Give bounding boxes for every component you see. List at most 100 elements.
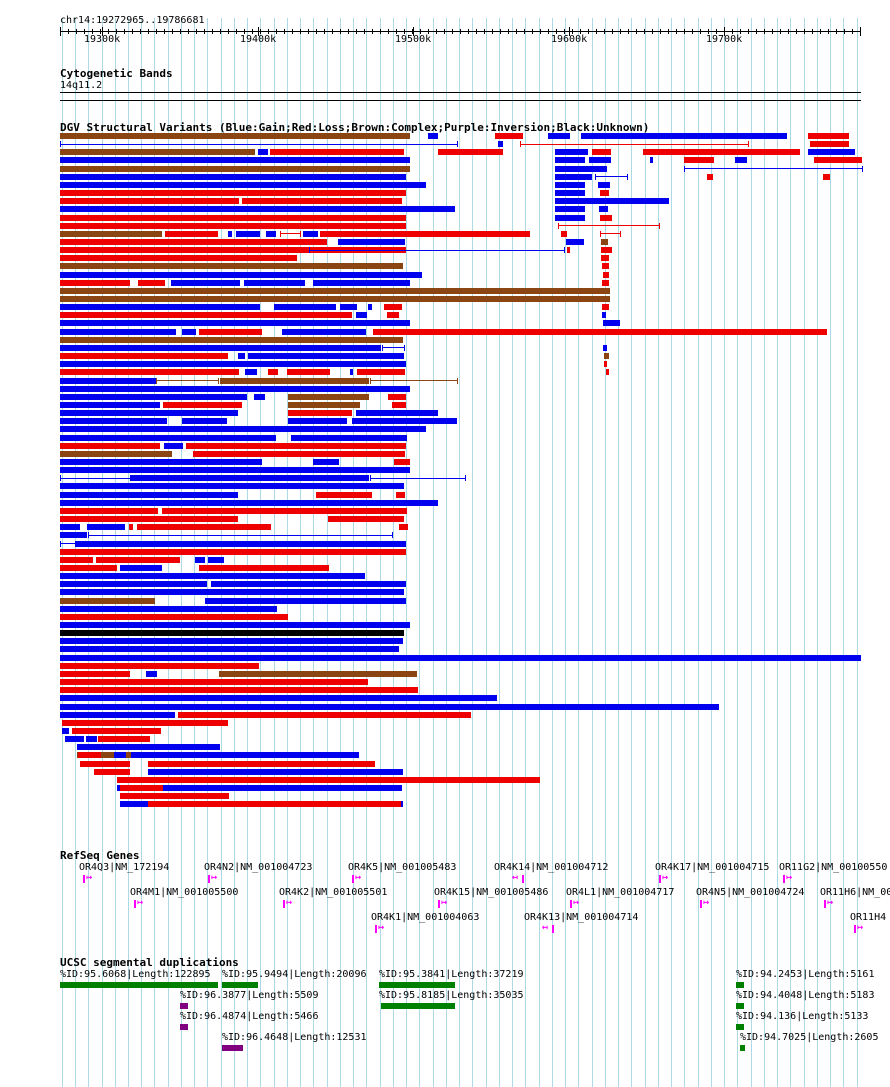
gene-label[interactable]: OR11G2|NM_00100550 [779,862,888,873]
dgv-variant[interactable] [60,516,238,523]
dgv-variant[interactable] [60,206,455,213]
dgv-variant[interactable] [60,589,404,596]
gene-model[interactable]: ↦ [659,873,668,883]
dgv-variant[interactable] [86,736,97,743]
dgv-track-title[interactable]: DGV Structural Variants (Blue:Gain;Red:L… [60,121,650,134]
dgv-variant[interactable] [555,165,607,172]
dgv-variant[interactable] [320,230,530,237]
dgv-variant[interactable] [60,459,262,465]
dgv-variant[interactable] [60,263,403,270]
gene-model[interactable]: ↦ [83,873,92,883]
dgv-variant[interactable] [498,141,503,148]
segdup-label[interactable]: %ID:95.8185|Length:35035 [379,990,524,1001]
dgv-variant[interactable] [735,157,747,164]
dgv-variant[interactable] [394,459,410,465]
dgv-variant[interactable] [120,564,162,571]
dgv-variant[interactable] [438,149,503,156]
dgv-variant[interactable] [356,312,367,319]
dgv-variant[interactable] [60,467,410,474]
gene-label[interactable]: OR4K2|NM_001005501 [279,887,388,898]
segdup-block[interactable] [60,982,218,988]
dgv-variant[interactable] [60,711,175,718]
dgv-variant[interactable] [581,133,787,139]
dgv-variant[interactable] [60,320,410,327]
dgv-variant[interactable] [291,434,407,441]
dgv-variant[interactable] [555,198,669,205]
dgv-variant[interactable] [129,524,133,531]
dgv-variant[interactable] [114,752,126,759]
dgv-variant[interactable] [60,247,406,254]
dgv-variant[interactable] [288,418,347,425]
dgv-variant[interactable] [60,654,861,661]
dgv-variant[interactable] [555,157,585,164]
gene-label[interactable]: OR11H4 [850,912,887,923]
dgv-variant[interactable] [60,613,288,620]
dgv-variant[interactable] [606,369,609,376]
dgv-variant[interactable] [60,165,410,172]
segdup-block[interactable] [222,982,258,988]
gene-label[interactable]: OR4K15|NM_001005486 [434,887,549,898]
dgv-variant[interactable] [254,393,265,400]
dgv-variant[interactable] [131,752,359,759]
dgv-variant[interactable] [65,736,84,743]
dgv-variant[interactable] [137,524,271,531]
gene-model[interactable]: ↦ [700,898,709,908]
dgv-variant[interactable] [60,198,239,205]
segdup-track-title[interactable]: UCSC segmental duplications [60,956,239,969]
gene-model[interactable]: ↦ [783,873,792,883]
dgv-variant[interactable] [60,385,410,392]
dgv-variant[interactable] [60,344,381,351]
dgv-variant[interactable] [270,149,404,156]
dgv-variant[interactable] [148,760,375,767]
dgv-variant[interactable] [219,670,417,677]
gene-label[interactable]: OR4Q3|NM_172194 [79,862,170,873]
dgv-variant[interactable] [60,190,406,197]
dgv-variant[interactable] [60,581,207,588]
dgv-variant[interactable] [182,418,227,425]
dgv-variant[interactable] [238,353,245,360]
dgv-variant[interactable] [356,410,438,417]
dgv-variant[interactable] [303,230,318,237]
dgv-variant[interactable] [199,328,262,335]
dgv-variant[interactable] [60,230,162,237]
dgv-variant[interactable] [75,540,406,547]
dgv-variant[interactable] [388,393,406,400]
dgv-variant[interactable] [60,532,87,539]
dgv-variant[interactable] [248,353,404,360]
dgv-variant[interactable] [72,727,161,734]
dgv-variant[interactable] [98,736,150,743]
dgv-variant[interactable] [60,222,406,229]
segdup-block[interactable] [379,982,455,988]
dgv-variant[interactable] [392,401,406,408]
segdup-block[interactable] [736,1024,744,1030]
gene-model[interactable]: ↦ [352,873,361,883]
segdup-label[interactable]: %ID:96.4874|Length:5466 [180,1011,319,1022]
dgv-variant[interactable] [555,190,585,197]
dgv-variant[interactable] [604,353,609,360]
dgv-variant[interactable] [164,442,183,449]
dgv-variant[interactable] [60,662,259,669]
dgv-variant[interactable] [171,279,240,286]
dgv-variant[interactable] [60,377,156,384]
dgv-variant[interactable] [589,157,611,164]
gene-label[interactable]: OR4L1|NM_001004717 [566,887,675,898]
dgv-variant[interactable] [195,556,205,563]
dgv-variant[interactable] [87,524,125,531]
dgv-variant[interactable] [62,727,69,734]
dgv-variant[interactable] [555,206,585,213]
dgv-variant[interactable] [165,230,218,237]
dgv-variant[interactable] [120,793,229,800]
dgv-variant[interactable] [182,328,196,335]
cytoband-track-title[interactable]: Cytogenetic Bands [60,67,173,80]
dgv-variant[interactable] [814,157,862,164]
dgv-variant[interactable] [60,450,172,457]
dgv-variant[interactable] [368,304,372,311]
dgv-variant[interactable] [130,475,369,482]
gene-model[interactable]: ↤ [542,923,554,933]
dgv-variant[interactable] [62,719,228,726]
dgv-variant[interactable] [288,401,360,408]
dgv-variant[interactable] [602,263,609,270]
dgv-variant[interactable] [163,401,242,408]
dgv-variant[interactable] [205,597,406,604]
dgv-variant[interactable] [60,401,160,408]
